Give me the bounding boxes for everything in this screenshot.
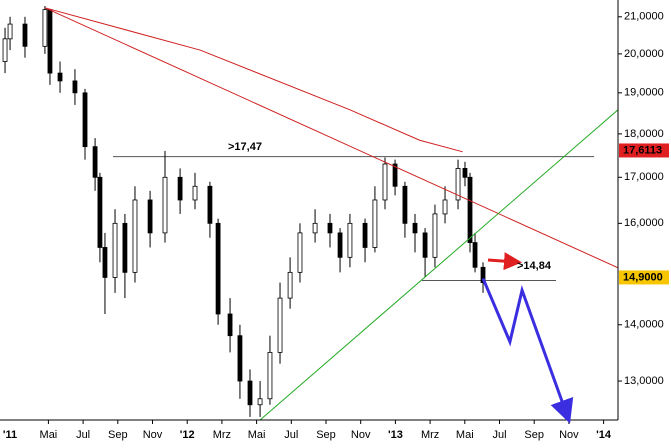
candle-body	[82, 92, 88, 148]
trend-line	[44, 7, 618, 269]
candle-body	[97, 176, 103, 248]
x-tick-label: Nov	[559, 429, 579, 441]
y-tick-label: 16,0000	[624, 217, 664, 229]
candle-body	[57, 72, 63, 82]
candle-body	[472, 242, 478, 268]
x-tick-label: Nov	[143, 429, 163, 441]
candle-body	[122, 222, 128, 273]
candle-body	[162, 176, 168, 234]
candle-body	[347, 222, 353, 258]
candle-body	[297, 232, 303, 273]
x-tick-label: Sep	[524, 429, 544, 441]
candle-body	[442, 199, 448, 215]
candle-body	[382, 163, 388, 201]
annotation-arrow	[487, 252, 522, 271]
x-tick-label: '12	[180, 429, 195, 441]
candle-body	[47, 9, 53, 74]
x-tick-label: '14	[596, 429, 612, 441]
candle-body	[102, 247, 108, 278]
candle-body	[402, 185, 408, 224]
candle-body	[132, 199, 138, 273]
candle-body	[362, 222, 368, 248]
annotation: >14,84	[517, 260, 552, 272]
candle-body	[207, 185, 213, 224]
candle-body	[42, 9, 48, 47]
candle-body	[277, 297, 283, 353]
candle-body	[392, 163, 398, 187]
x-tick-label: Mrz	[213, 429, 231, 441]
y-tick-label: 14,0000	[624, 319, 664, 331]
x-tick-label: Mrz	[421, 429, 439, 441]
x-tick-label: '11	[3, 429, 17, 441]
candle-body	[432, 213, 438, 258]
x-tick-label: Mai	[456, 429, 474, 441]
y-tick-label: 13,0000	[624, 375, 664, 387]
candle-body	[22, 23, 28, 47]
y-tick-label: 21,0000	[624, 11, 664, 23]
candle-body	[177, 176, 183, 201]
price-label: 17,6113	[623, 144, 662, 156]
candle-body	[257, 398, 263, 406]
y-tick-label: 18,0000	[624, 128, 664, 140]
candle-body	[267, 351, 273, 400]
y-tick-label: 17,0000	[624, 171, 664, 183]
y-tick-label: 19,0000	[624, 87, 664, 99]
trend-line	[481, 277, 574, 424]
candle-body	[227, 313, 233, 337]
x-tick-label: '13	[388, 429, 403, 441]
price-label: 14,9000	[623, 271, 663, 283]
candle-body	[372, 199, 378, 248]
candle-body	[480, 266, 486, 283]
plot-area	[2, 6, 618, 420]
price-label-box	[619, 270, 669, 285]
price-label-box	[619, 143, 669, 158]
candle-body	[192, 185, 198, 201]
candle-body	[412, 222, 418, 234]
y-tick-label: 20,0000	[624, 48, 664, 60]
trend-line	[259, 109, 618, 420]
candle-body	[147, 199, 153, 234]
x-tick-label: Jul	[76, 429, 90, 441]
candle-body	[287, 271, 293, 299]
annotation: >17,47	[228, 141, 262, 153]
candle-body	[455, 168, 461, 201]
x-tick-label: Mai	[40, 429, 58, 441]
candle-body	[312, 222, 318, 234]
candle-body	[467, 176, 473, 243]
candle-body	[215, 222, 221, 315]
candle-body	[112, 222, 118, 278]
x-tick-label: Jul	[492, 429, 506, 441]
candle-body	[327, 222, 333, 234]
candle-body	[422, 232, 428, 258]
candle-body	[337, 232, 343, 258]
candle-body	[462, 168, 468, 178]
x-tick-label: Nov	[351, 429, 371, 441]
trend-line	[44, 7, 463, 153]
candle-body	[72, 80, 78, 94]
candle-body	[247, 380, 253, 406]
x-tick-label: Sep	[316, 429, 336, 441]
candle-body	[2, 38, 8, 62]
candle-body	[7, 23, 13, 40]
x-tick-label: Sep	[108, 429, 128, 441]
x-tick-label: Jul	[284, 429, 298, 441]
x-tick-label: Mai	[248, 429, 266, 441]
candle-body	[92, 146, 98, 178]
candle-body	[237, 335, 243, 382]
